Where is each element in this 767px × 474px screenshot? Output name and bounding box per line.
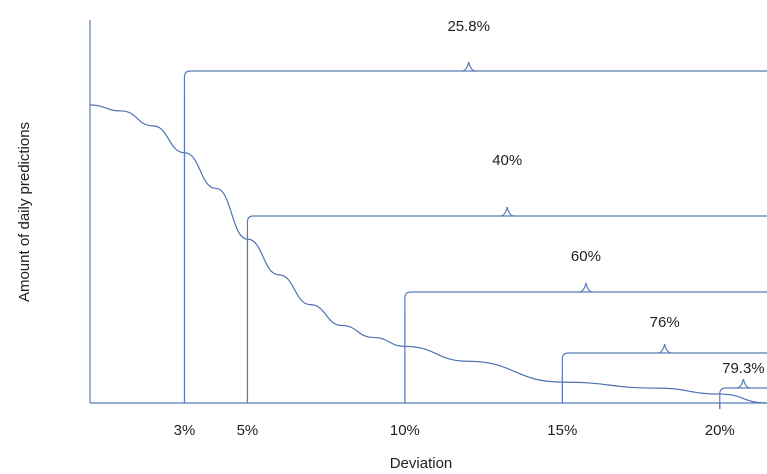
bracket-label-3: 60%	[571, 248, 601, 265]
x-tick-label-5: 20%	[705, 422, 735, 439]
x-tick-label-1: 3%	[174, 422, 196, 439]
bracket-notch-2	[500, 206, 515, 217]
bracket-label-5: 79.3%	[722, 360, 765, 377]
range-bracket-3	[404, 291, 767, 313]
series-line	[89, 104, 767, 404]
bracket-notch-1	[461, 61, 476, 72]
bracket-notch-5	[736, 378, 751, 389]
range-bracket-5	[719, 387, 767, 409]
x-axis-title: Deviation	[390, 455, 453, 472]
bracket-label-4: 76%	[650, 314, 680, 331]
range-bracket-2	[246, 215, 767, 237]
range-bracket-4	[561, 352, 767, 374]
y-axis-title: Amount of daily predictions	[16, 122, 33, 302]
bracket-label-1: 25.8%	[447, 18, 490, 35]
bracket-notch-3	[578, 282, 594, 293]
range-bracket-1	[183, 70, 767, 92]
x-tick-label-3: 10%	[390, 422, 420, 439]
x-tick-label-4: 15%	[547, 422, 577, 439]
bracket-notch-4	[657, 343, 672, 354]
bracket-label-2: 40%	[492, 152, 522, 169]
x-tick-label-2: 5%	[237, 422, 259, 439]
